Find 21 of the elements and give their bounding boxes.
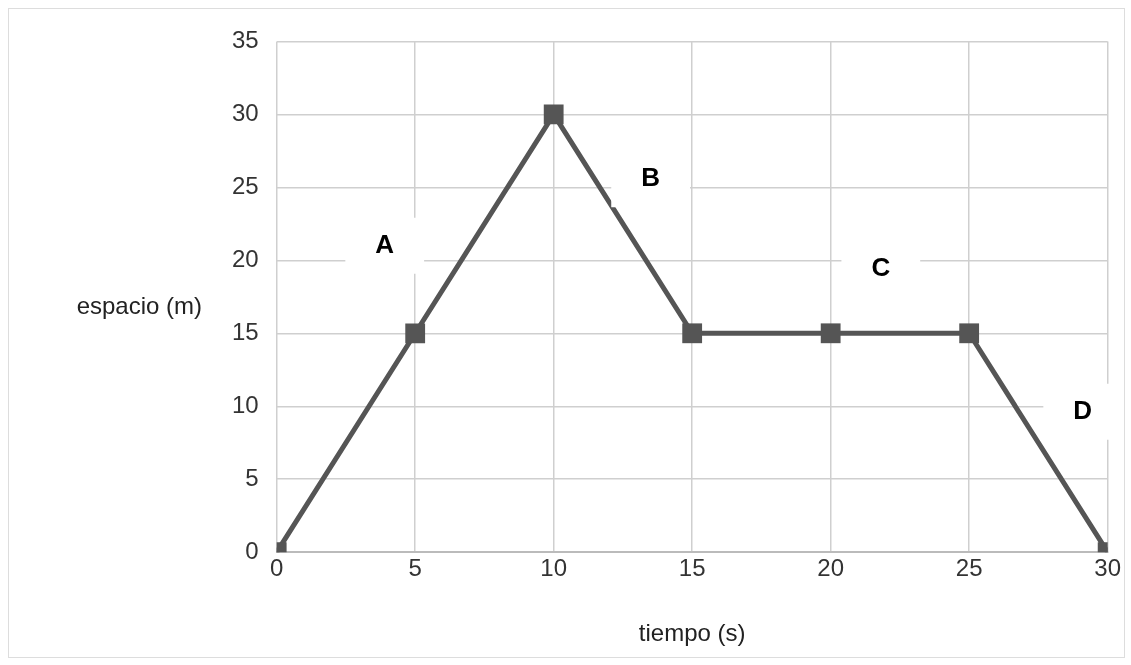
- x-tick-label: 10: [540, 554, 568, 582]
- x-axis-title: tiempo (s): [638, 618, 746, 646]
- y-tick-label: 10: [231, 390, 259, 418]
- y-tick-label: 0: [245, 536, 259, 564]
- y-tick-label: 20: [231, 244, 259, 272]
- y-tick-label: 35: [231, 26, 259, 54]
- y-tick-label: 15: [231, 317, 259, 345]
- y-tick-label: 25: [231, 171, 259, 199]
- annotation: D: [1073, 394, 1093, 425]
- y-tick-label: 30: [231, 99, 259, 126]
- annotation: C: [871, 251, 891, 282]
- x-tick-label: 30: [1094, 554, 1121, 582]
- x-tick-label: 20: [817, 554, 845, 582]
- annotation: B: [641, 162, 661, 193]
- x-tick-label: 25: [955, 554, 983, 582]
- y-tick-label: 5: [245, 463, 259, 491]
- annotation: A: [375, 228, 395, 259]
- x-tick-label: 15: [678, 554, 706, 582]
- x-tick-label: 5: [408, 554, 422, 582]
- y-axis-title: espacio (m): [76, 291, 202, 319]
- x-tick-label: 0: [270, 554, 284, 582]
